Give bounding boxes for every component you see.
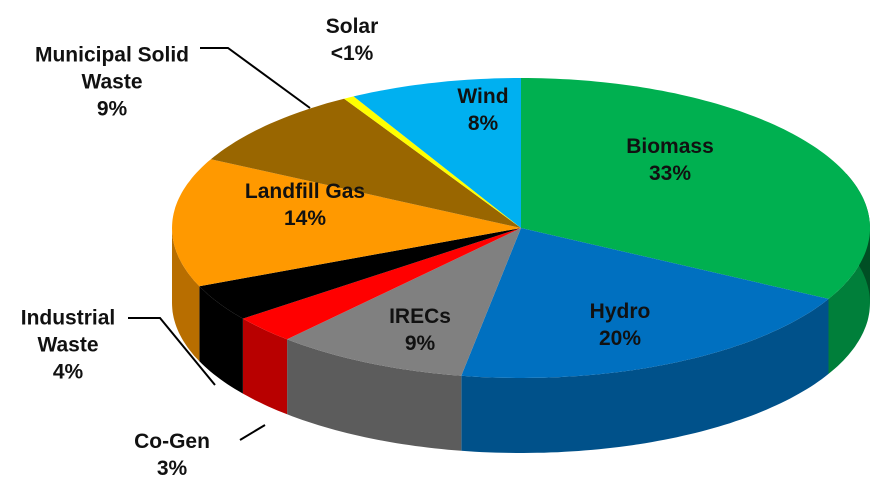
leader-line — [200, 47, 311, 109]
slice — [521, 78, 870, 299]
leader-line — [128, 317, 216, 386]
slice-side — [199, 286, 243, 394]
slice — [344, 96, 521, 229]
category-name: Co-Gen — [134, 430, 210, 453]
slice-label: Hydro 20% — [520, 298, 720, 352]
slice — [287, 228, 521, 376]
value-label: 20% — [598, 327, 642, 350]
slice-label: Landfill Gas 14% — [205, 178, 405, 232]
leader-line — [239, 424, 266, 441]
value-label: <1% — [330, 42, 374, 65]
category-name: IRECs — [389, 305, 451, 328]
slice — [172, 159, 521, 287]
category-name: Municipal Solid Waste — [34, 43, 189, 94]
slice — [353, 78, 521, 228]
value-label: 3% — [156, 457, 188, 480]
slice-label: Solar <1% — [302, 13, 402, 67]
category-name: Landfill Gas — [244, 180, 366, 203]
value-label: 8% — [467, 112, 499, 135]
slice-label: Biomass 33% — [570, 133, 770, 187]
category-name: Solar — [325, 15, 379, 38]
slice-label: Wind 8% — [433, 83, 533, 137]
category-name: Industrial Waste — [20, 306, 116, 357]
pie-tops — [172, 78, 870, 378]
slice-side — [172, 228, 200, 362]
slice-label: Municipal Solid Waste 9% — [12, 42, 212, 123]
slice-side — [242, 318, 288, 415]
category-name: Hydro — [589, 300, 651, 323]
slice — [242, 228, 521, 340]
category-name: Wind — [457, 85, 509, 108]
slice-side — [461, 298, 829, 453]
value-label: 33% — [648, 162, 692, 185]
slice — [210, 98, 521, 228]
value-label: 9% — [404, 332, 436, 355]
value-label: 9% — [96, 97, 128, 121]
value-label: 4% — [52, 360, 84, 384]
leader-lines — [128, 47, 311, 441]
slice-label: Industrial Waste 4% — [8, 305, 128, 386]
slice — [199, 228, 521, 319]
slice — [461, 228, 829, 378]
slice-label: Co-Gen 3% — [112, 428, 232, 482]
slice-label: IRECs 9% — [360, 303, 480, 357]
value-label: 14% — [283, 207, 327, 230]
slice-side — [287, 339, 462, 451]
pie-sides — [172, 173, 870, 453]
category-name: Biomass — [626, 135, 714, 158]
